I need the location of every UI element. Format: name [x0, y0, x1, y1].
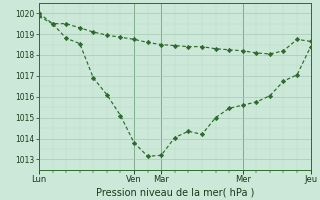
- X-axis label: Pression niveau de la mer( hPa ): Pression niveau de la mer( hPa ): [96, 187, 254, 197]
